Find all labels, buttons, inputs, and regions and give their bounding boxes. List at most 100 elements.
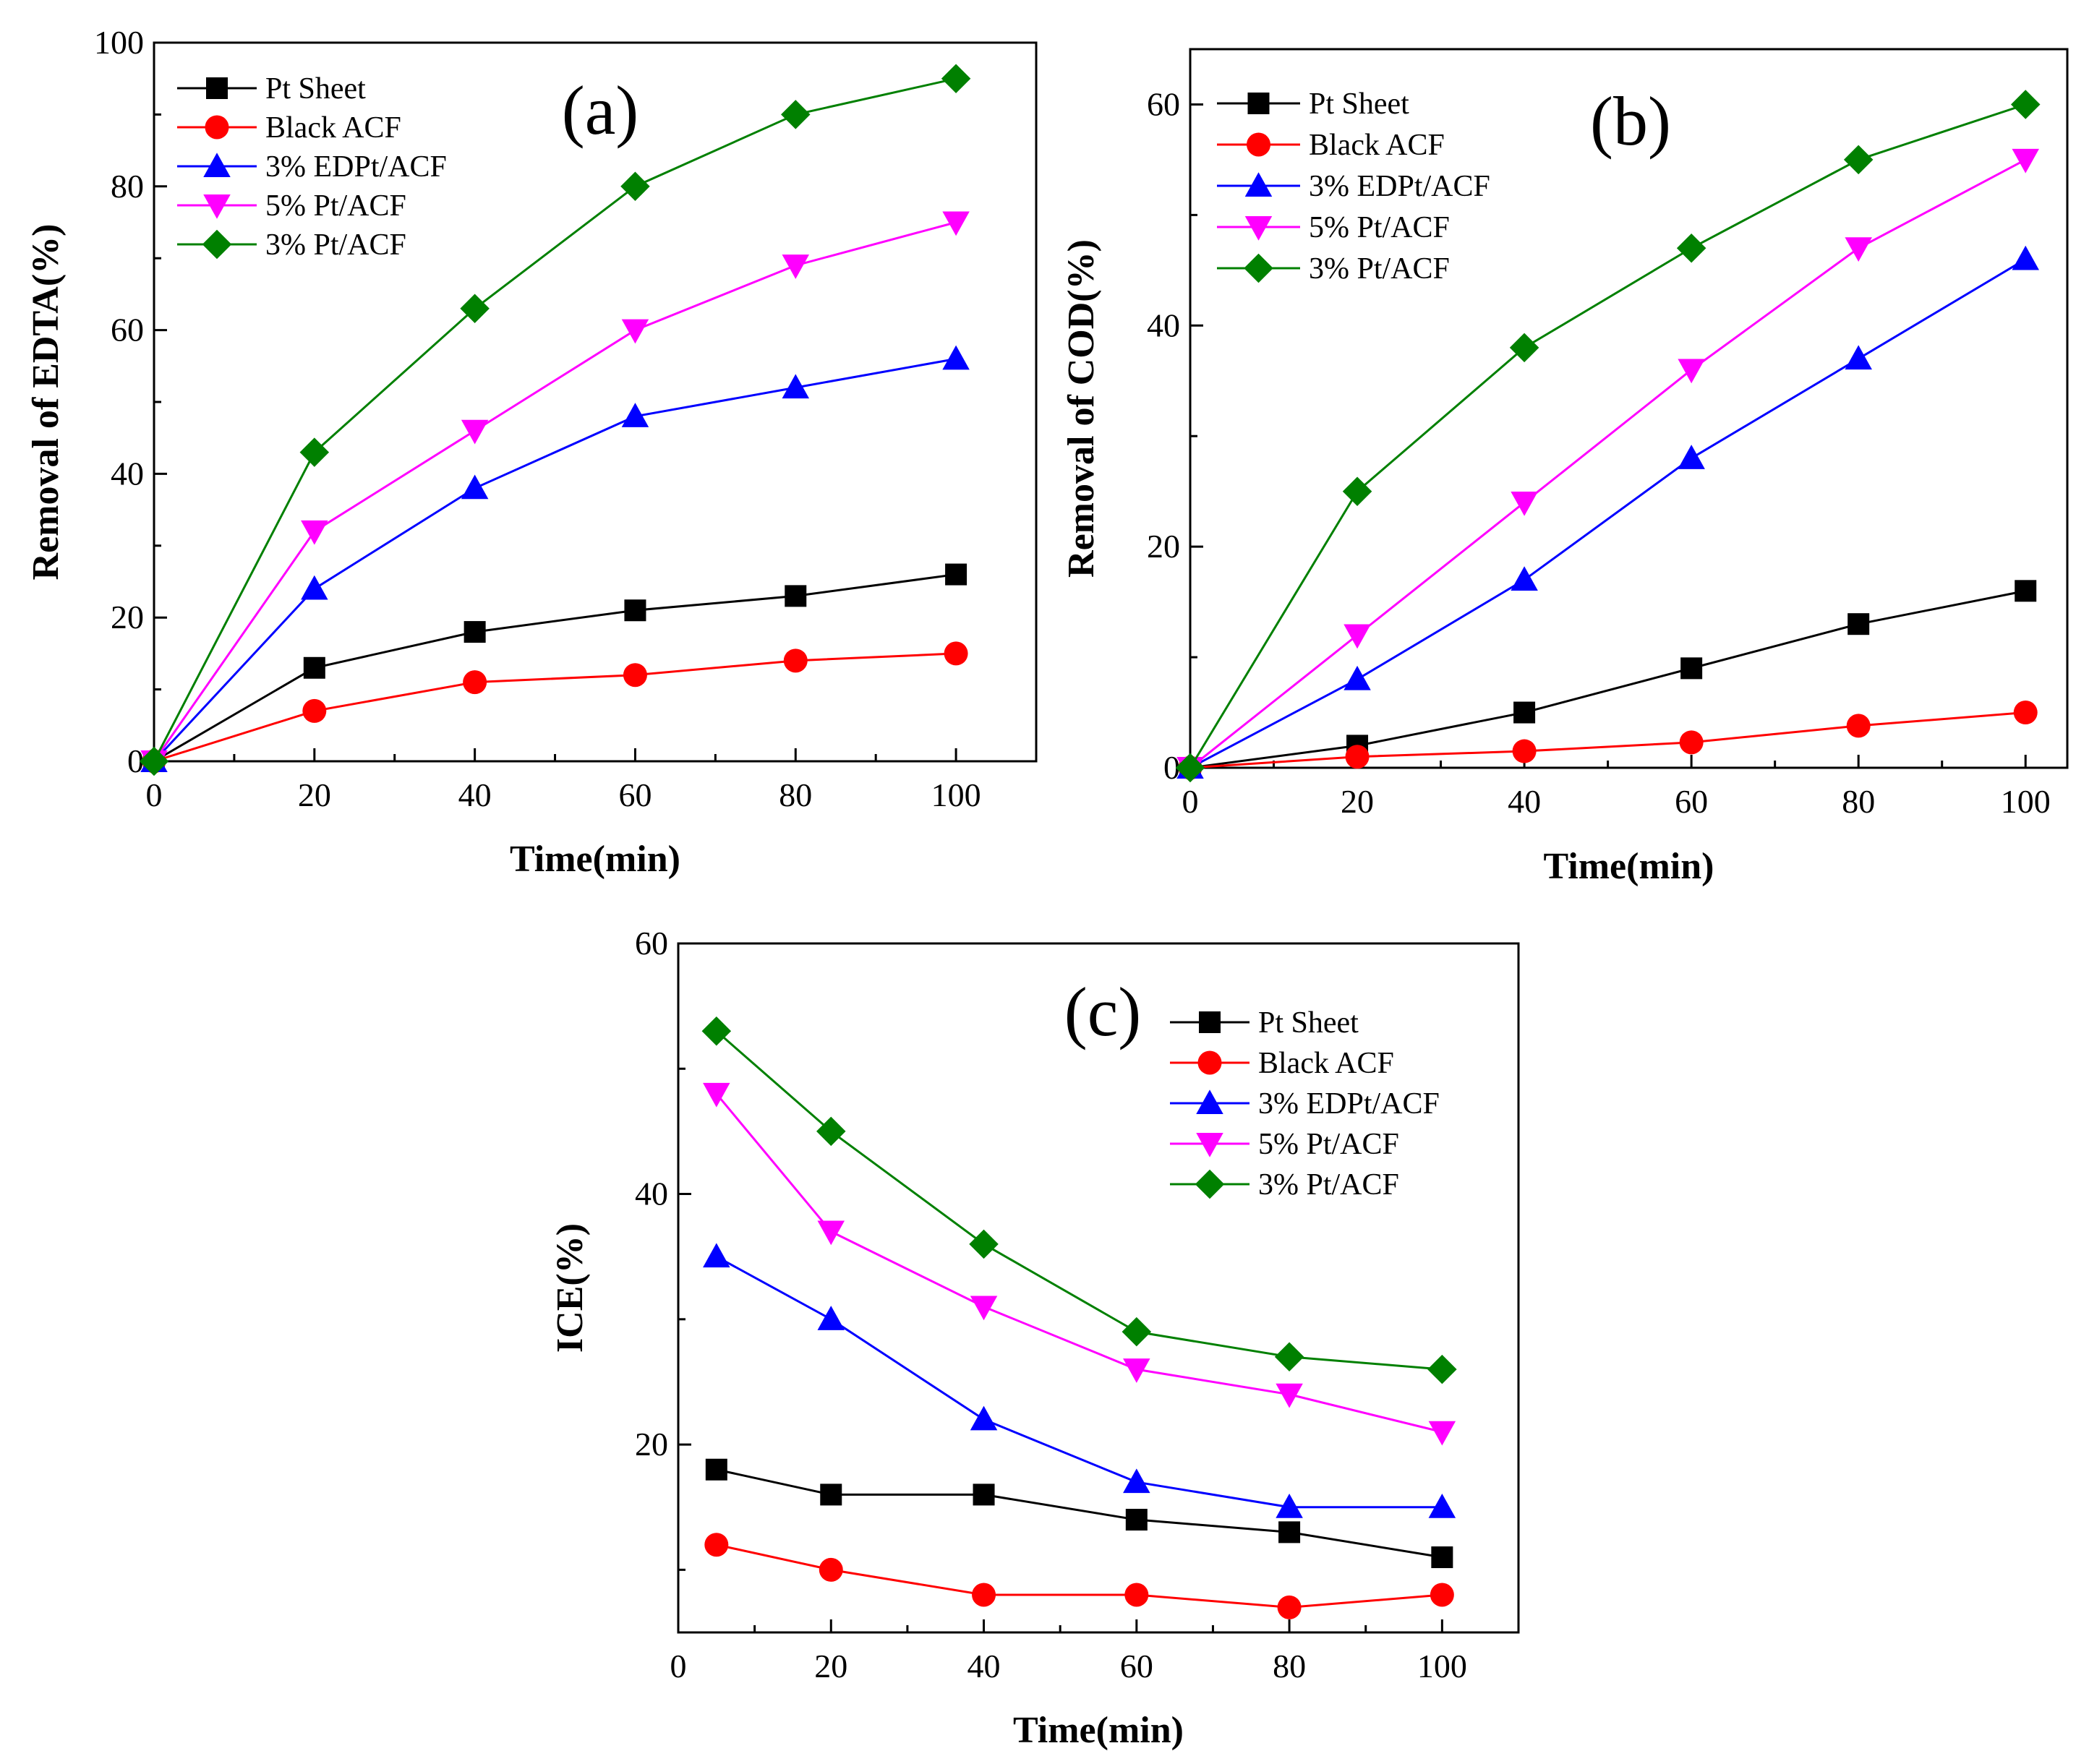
plot-frame (677, 942, 1520, 1634)
series-3-edpt-acf (1176, 245, 2039, 779)
x-tick-label: 20 (814, 1648, 847, 1684)
data-point (1175, 753, 1205, 783)
x-tick-label: 40 (967, 1648, 1001, 1684)
series-line (1189, 258, 2027, 769)
data-point (1428, 1421, 1456, 1446)
data-point (1428, 1493, 1456, 1518)
data-point (1427, 1354, 1457, 1384)
series-5-pt-acf (703, 1082, 1456, 1446)
x-tick-label: 60 (618, 776, 652, 813)
y-tick-label: 60 (635, 925, 668, 962)
data-point (972, 1583, 996, 1607)
legend-item: 5% Pt/ACF (1170, 1128, 1399, 1161)
data-point (1511, 566, 1538, 591)
series-line (716, 1468, 1443, 1559)
legend-marker (1196, 1089, 1223, 1114)
data-point (460, 294, 490, 324)
x-tick-label: 80 (1273, 1648, 1306, 1684)
data-point (461, 419, 489, 445)
data-point (1278, 1521, 1301, 1544)
x-axis-title: Time(min) (510, 839, 680, 880)
legend-item: Pt Sheet (1170, 1006, 1359, 1040)
data-point (1123, 1358, 1150, 1383)
x-tick-label: 80 (779, 776, 812, 813)
data-point (945, 563, 967, 586)
data-point (817, 1306, 845, 1330)
legend-item: 5% Pt/ACF (177, 189, 406, 223)
data-point (1847, 613, 1870, 635)
x-tick-label: 0 (1182, 783, 1199, 820)
data-point (816, 1116, 846, 1147)
series-line (715, 1092, 1443, 1434)
legend-label: Black ACF (265, 111, 401, 145)
legend-marker (1244, 253, 1273, 283)
y-tick-label: 20 (111, 599, 144, 635)
data-point (1343, 624, 1371, 649)
legend-label: 3% Pt/ACF (1309, 252, 1450, 286)
series-line (1189, 589, 2026, 769)
data-point (941, 64, 971, 93)
data-point (1276, 1493, 1303, 1518)
data-point (1513, 701, 1536, 724)
series-line (153, 357, 957, 763)
y-tick-label: 60 (1147, 85, 1180, 122)
chart-panel-b: 0 20 40 60 80 100 0 20 40 60 Time(min) Removal of C… (1061, 48, 2069, 887)
data-point (782, 374, 810, 399)
legend-label: 5% Pt/ACF (1309, 211, 1450, 244)
series-3-pt-acf (701, 1016, 1457, 1384)
series-5-pt-acf (1176, 148, 2039, 782)
data-point (782, 254, 810, 279)
series-line (1189, 711, 2026, 769)
legend-item: Pt Sheet (177, 72, 366, 106)
legend-marker (1199, 1011, 1221, 1033)
legend-item: Black ACF (1170, 1047, 1394, 1080)
data-point (1345, 745, 1370, 769)
data-point (1430, 1583, 1454, 1607)
y-tick-label: 100 (94, 24, 144, 61)
data-point (1512, 739, 1537, 763)
data-point (1676, 234, 1706, 263)
data-point (624, 599, 646, 622)
y-tick-label: 20 (635, 1426, 668, 1463)
data-point (1342, 476, 1372, 506)
legend: Pt Sheet Black ACF 3% EDPt/ACF 5% Pt/ACF 3% … (177, 72, 447, 262)
series-line (716, 1544, 1443, 1609)
series-line (153, 652, 957, 763)
data-point (1680, 657, 1703, 680)
x-tick-label: 100 (2001, 783, 2051, 820)
series-black-acf (142, 641, 968, 774)
legend-marker (205, 115, 229, 140)
data-point (303, 656, 325, 679)
data-point (783, 648, 808, 673)
series-line (716, 1255, 1443, 1509)
legend-marker (1196, 1133, 1223, 1157)
data-point (1678, 445, 1705, 469)
series-3-edpt-acf (703, 1243, 1456, 1518)
data-point (1123, 1468, 1150, 1494)
data-point (1276, 1383, 1303, 1408)
legend-label: 5% Pt/ACF (1258, 1128, 1399, 1161)
data-point (969, 1229, 999, 1259)
legend-label: 3% Pt/ACF (265, 228, 406, 262)
legend-marker (1195, 1169, 1225, 1199)
x-tick-label: 40 (458, 776, 492, 813)
data-point (1431, 1546, 1453, 1569)
data-point (942, 345, 970, 370)
legend-marker (1247, 93, 1270, 114)
legend-label: 5% Pt/ACF (265, 189, 406, 223)
data-point (1277, 1595, 1302, 1619)
series-line (153, 221, 957, 762)
data-point (2013, 701, 2038, 725)
x-tick-label: 60 (1675, 783, 1708, 820)
legend-marker (1247, 132, 1270, 157)
data-point (1509, 333, 1539, 363)
data-point (1511, 491, 1538, 516)
legend: Pt Sheet Black ACF 3% EDPt/ACF 5% Pt/ACF 3% … (1217, 87, 1490, 286)
data-point (1845, 345, 1872, 370)
legend-label: Pt Sheet (1258, 1006, 1359, 1040)
y-tick-label: 40 (635, 1176, 668, 1212)
data-point (1843, 145, 1874, 175)
data-point (973, 1483, 995, 1506)
data-point (1274, 1342, 1304, 1372)
